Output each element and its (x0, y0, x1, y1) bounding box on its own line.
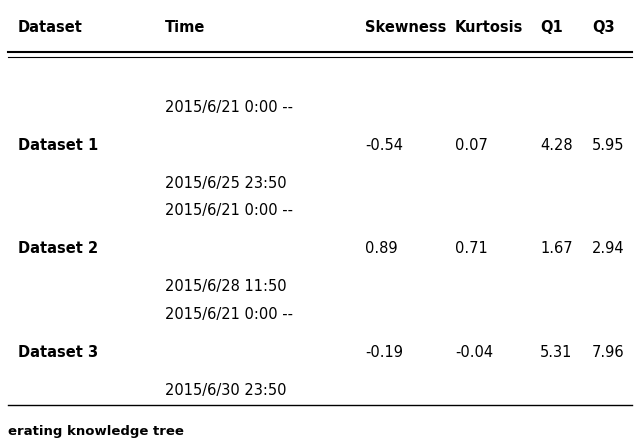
Text: 2.94: 2.94 (592, 241, 625, 255)
Text: 2015/6/21 0:00 --: 2015/6/21 0:00 -- (165, 202, 293, 218)
Text: 0.89: 0.89 (365, 241, 397, 255)
Text: 2015/6/30 23:50: 2015/6/30 23:50 (165, 382, 287, 397)
Text: 2015/6/25 23:50: 2015/6/25 23:50 (165, 175, 287, 190)
Text: Q1: Q1 (540, 20, 563, 35)
Text: 1.67: 1.67 (540, 241, 573, 255)
Text: 2015/6/21 0:00 --: 2015/6/21 0:00 -- (165, 99, 293, 115)
Text: Dataset 3: Dataset 3 (18, 345, 98, 360)
Text: Kurtosis: Kurtosis (455, 20, 524, 35)
Text: Dataset 1: Dataset 1 (18, 138, 99, 152)
Text: erating knowledge tree: erating knowledge tree (8, 425, 184, 438)
Text: 5.95: 5.95 (592, 138, 625, 152)
Text: -0.04: -0.04 (455, 345, 493, 360)
Text: -0.54: -0.54 (365, 138, 403, 152)
Text: 0.07: 0.07 (455, 138, 488, 152)
Text: 4.28: 4.28 (540, 138, 573, 152)
Text: 2015/6/21 0:00 --: 2015/6/21 0:00 -- (165, 306, 293, 321)
Text: Dataset 2: Dataset 2 (18, 241, 98, 255)
Text: 7.96: 7.96 (592, 345, 625, 360)
Text: Time: Time (165, 20, 205, 35)
Text: Dataset: Dataset (18, 20, 83, 35)
Text: 5.31: 5.31 (540, 345, 572, 360)
Text: 0.71: 0.71 (455, 241, 488, 255)
Text: -0.19: -0.19 (365, 345, 403, 360)
Text: 2015/6/28 11:50: 2015/6/28 11:50 (165, 278, 287, 293)
Text: Skewness: Skewness (365, 20, 446, 35)
Text: Q3: Q3 (592, 20, 614, 35)
